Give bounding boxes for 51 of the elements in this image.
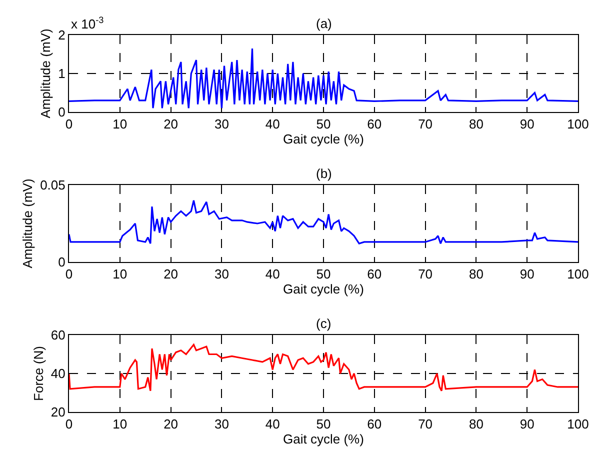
y-axis-title: Amplitude (mV) — [38, 28, 54, 118]
x-tick-label: 20 — [164, 416, 178, 432]
x-tick-label: 70 — [418, 266, 433, 282]
x-tick-label: 100 — [567, 416, 589, 432]
y-tick-label: 2 — [58, 28, 66, 43]
x-tick-label: 50 — [316, 266, 331, 282]
x-tick-label: 80 — [468, 116, 484, 132]
text: x 10$^{-3}$ — [71, 15, 104, 32]
x-tick-label: 90 — [520, 416, 534, 432]
y-axis-title: Amplitude (mV) — [20, 178, 36, 268]
x-axis-title: Gait cycle (%) — [283, 132, 364, 147]
x-tick-label: 10 — [112, 266, 128, 282]
x-tick-label: 60 — [367, 416, 382, 432]
x-axis-title: Gait cycle (%) — [283, 432, 364, 447]
x-tick-label: 80 — [468, 266, 484, 282]
line-series — [69, 344, 578, 392]
x-tick-label: 100 — [567, 266, 589, 282]
x-tick-label: 50 — [316, 116, 331, 132]
x-tick-label: 30 — [214, 266, 229, 282]
y-tick-label: 0 — [58, 254, 66, 270]
x-tick-label: 50 — [316, 416, 331, 432]
y-tick-label: 0 — [58, 104, 66, 120]
x-tick-label: 40 — [265, 416, 280, 432]
chart-title: (b) — [316, 166, 332, 181]
x-tick-label: 10 — [112, 416, 128, 432]
x-tick-label: 70 — [418, 416, 433, 432]
x-tick-label: 20 — [164, 116, 178, 132]
line-series — [69, 200, 578, 244]
y-axis-title: Force (N) — [30, 346, 46, 401]
x-tick-label: 60 — [367, 266, 382, 282]
x-tick-label: 40 — [265, 266, 280, 282]
x-tick-label: 30 — [214, 116, 229, 132]
x-tick-label: 10 — [112, 116, 128, 132]
y-tick-label: 1 — [58, 66, 66, 82]
x-tick-label: 80 — [468, 416, 484, 432]
x-axis-title: Gait cycle (%) — [283, 282, 364, 297]
y-tick-label: 60 — [50, 328, 66, 343]
x-tick-label: 60 — [367, 116, 382, 132]
x-tick-label: 90 — [520, 116, 534, 132]
x-tick-label: 40 — [265, 116, 280, 132]
y-tick-label: 0.05 — [40, 178, 66, 193]
x-tick-label: 100 — [567, 116, 589, 132]
y-tick-label: 20 — [50, 404, 66, 420]
y-tick-label: 40 — [50, 366, 66, 382]
x-tick-label: 30 — [214, 416, 229, 432]
x-tick-label: 20 — [164, 266, 178, 282]
chart-title: (a) — [316, 16, 332, 31]
x-tick-label: 90 — [520, 266, 534, 282]
line-series — [69, 48, 578, 109]
x-tick-label: 70 — [418, 116, 433, 132]
chart-title: (c) — [316, 316, 332, 331]
